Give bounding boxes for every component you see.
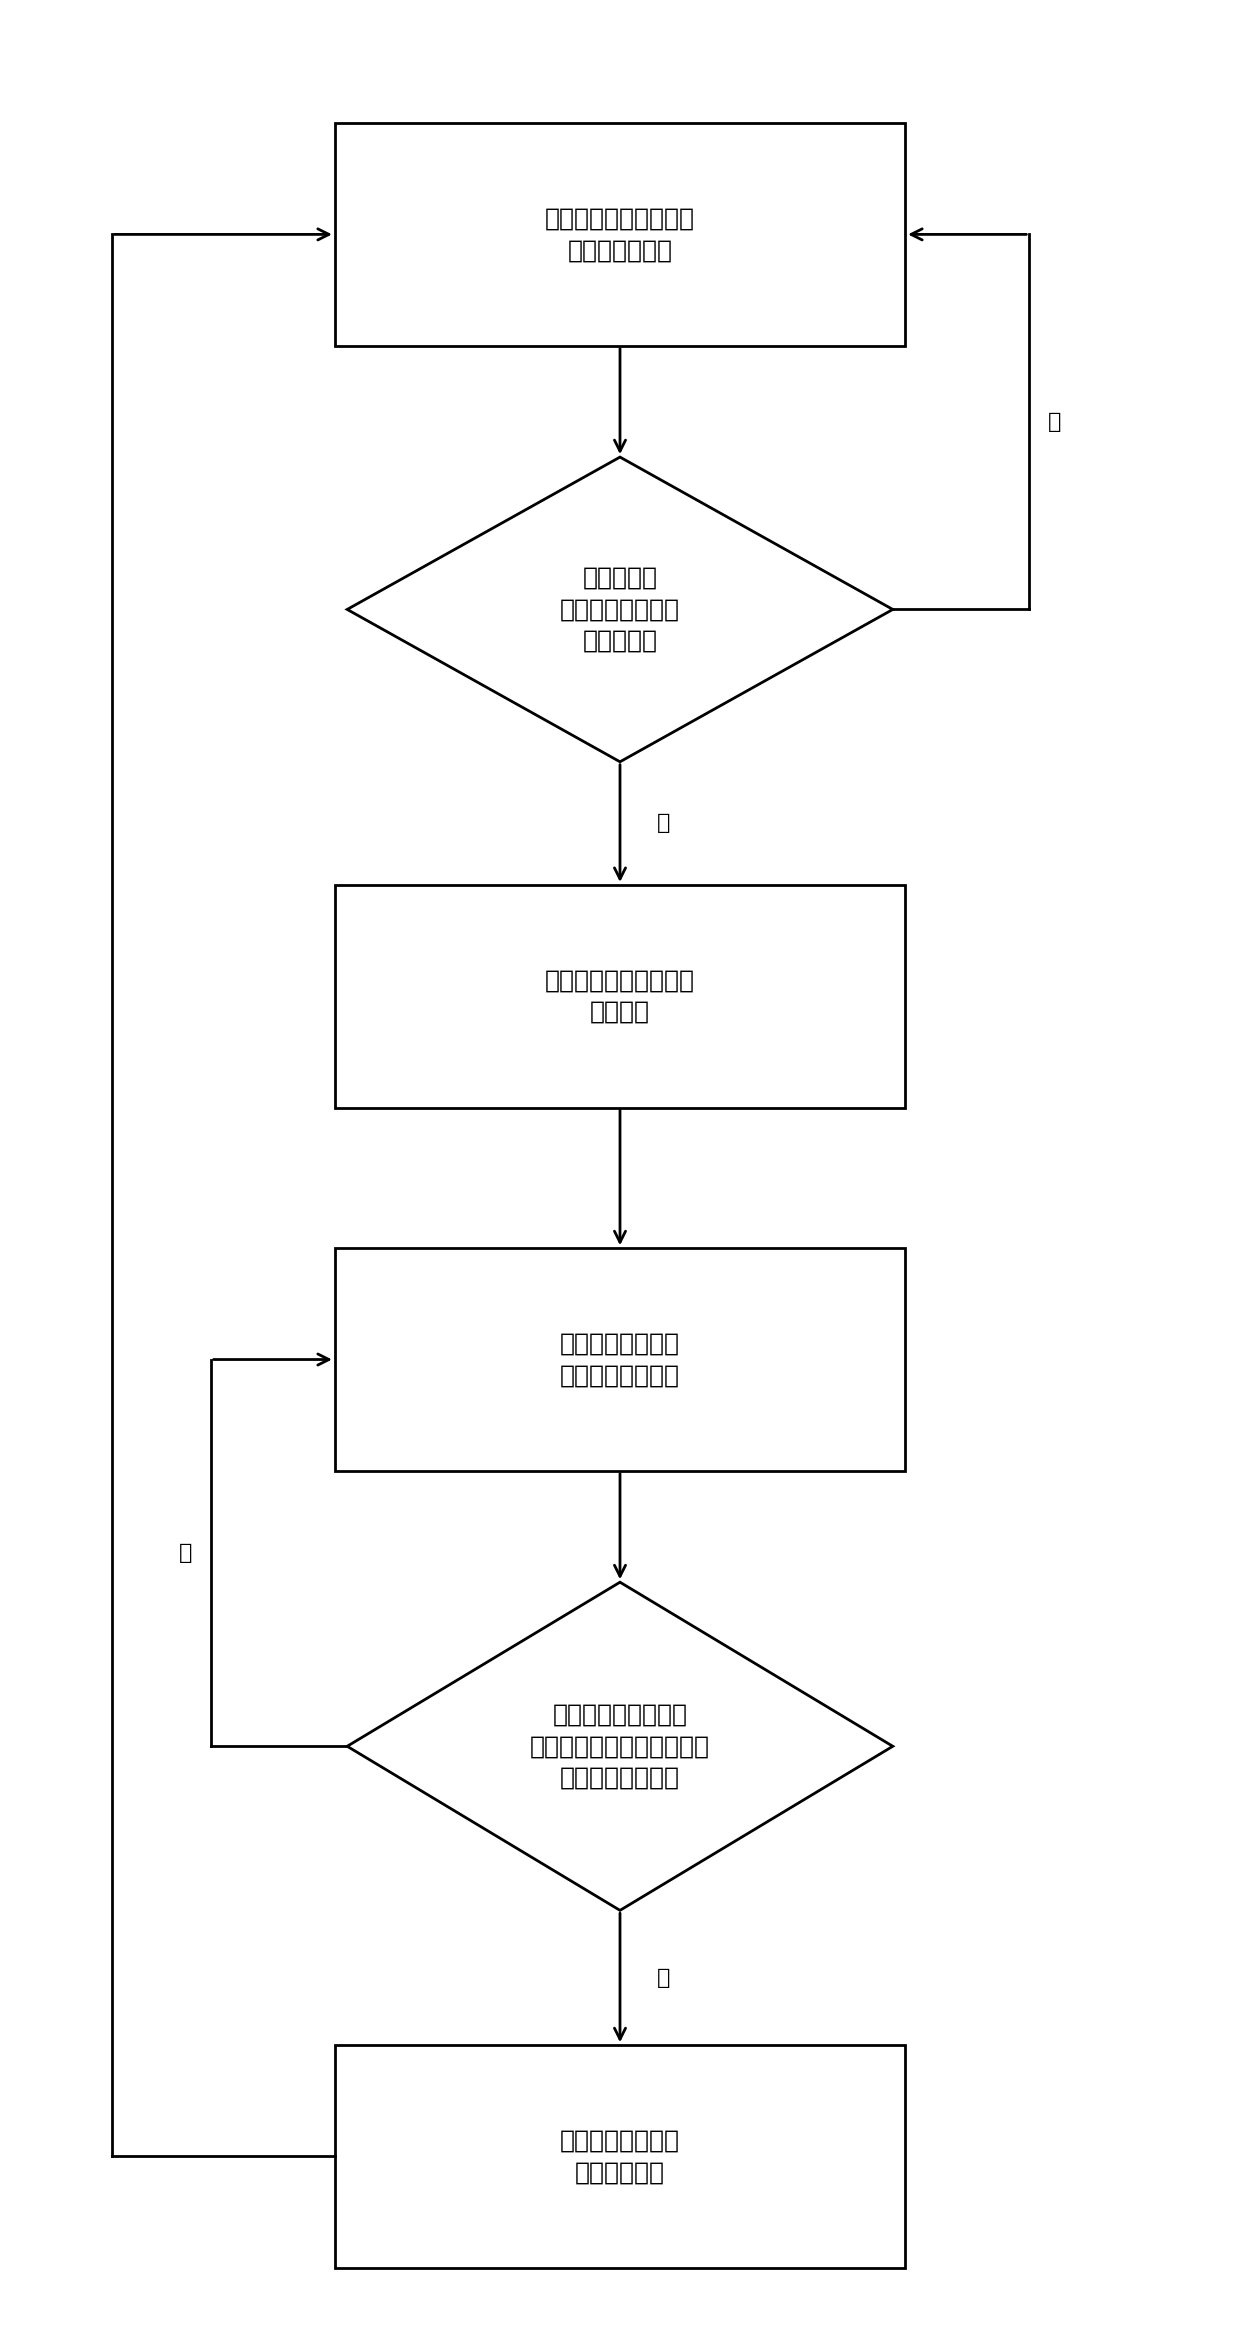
FancyBboxPatch shape <box>335 1247 905 1472</box>
Text: 是: 是 <box>657 1967 671 1988</box>
FancyBboxPatch shape <box>335 886 905 1109</box>
FancyBboxPatch shape <box>335 2044 905 2269</box>
Text: 将该超级电容并入
能量泄放回路放电: 将该超级电容并入 能量泄放回路放电 <box>560 1331 680 1388</box>
Text: 其两端电压是否小于
或等于超级电容组单个超级
电容平均电压值？: 其两端电压是否小于 或等于超级电容组单个超级 电容平均电压值？ <box>529 1702 711 1791</box>
Text: 否: 否 <box>657 813 671 834</box>
Text: 将该超级电容重新
接入串联支路: 将该超级电容重新 接入串联支路 <box>560 2128 680 2185</box>
Text: 将该超级电容从串联支
路中切出: 将该超级电容从串联支 路中切出 <box>546 968 694 1024</box>
FancyBboxPatch shape <box>335 122 905 345</box>
Polygon shape <box>347 457 893 762</box>
Text: 否: 否 <box>179 1542 192 1563</box>
Text: 是: 是 <box>1048 413 1061 431</box>
Text: 其两端电压
是否小于超级电容
额定电压？: 其两端电压 是否小于超级电容 额定电压？ <box>560 565 680 654</box>
Text: 获取串联支路中单个超
级电容两端电压: 获取串联支路中单个超 级电容两端电压 <box>546 206 694 263</box>
Polygon shape <box>347 1582 893 1910</box>
